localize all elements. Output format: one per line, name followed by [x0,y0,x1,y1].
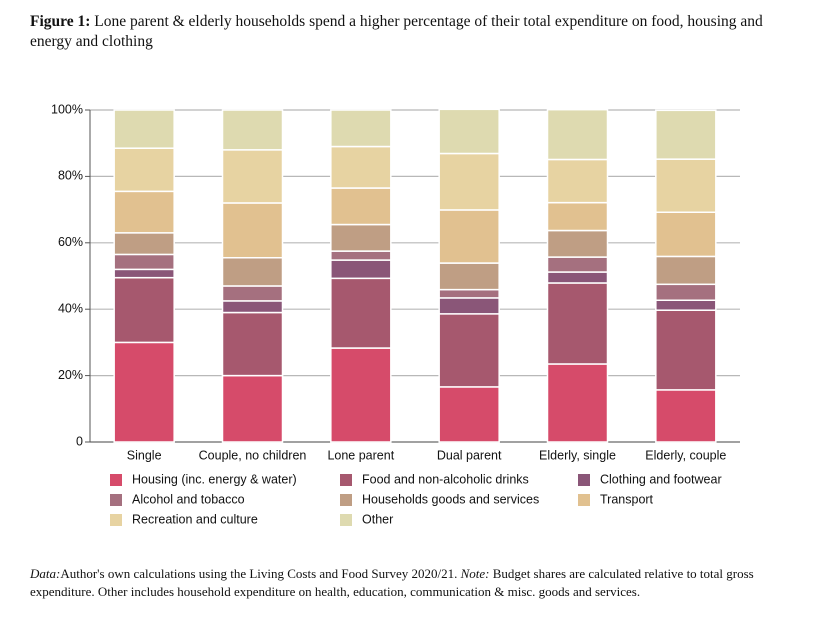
y-tick-label: 20% [58,368,83,382]
bar-segment [113,268,175,279]
bar-segment [330,187,392,226]
bar-segment [113,109,175,149]
note-label: Note: [460,566,490,581]
legend-swatch [110,514,122,526]
legend-swatch [340,494,352,506]
bar-segment [546,363,609,443]
data-text: Author's own calculations using the Livi… [60,566,458,581]
bar-segment [655,283,717,301]
x-tick-label: Elderly, couple [645,448,726,462]
bar-segment [221,109,284,151]
bar-segment [330,277,392,349]
legend-label: Transport [600,492,654,506]
bar-segment [438,108,500,155]
bar-segment [546,201,609,232]
bar-segment [221,300,284,314]
legend-label: Other [362,512,393,526]
bar-segment [546,229,609,258]
x-tick-label: Single [127,448,162,462]
bar-segment [655,299,717,311]
bar-segment [221,374,284,443]
bar-segment [655,389,717,443]
bar-segment [330,250,392,261]
x-tick-label: Dual parent [437,448,502,462]
bar-segment [221,202,284,259]
bar-segment [438,152,500,211]
bar-segment [438,209,500,264]
legend-swatch [110,494,122,506]
bar-segment [655,109,717,160]
bar-segment [438,297,500,315]
bar-segment [330,145,392,189]
legend-label: Households goods and services [362,492,539,506]
title: Figure 1: Lone parent & elderly househol… [30,12,800,52]
bar-segment [655,309,717,391]
bar-segment [330,223,392,252]
data-label: Data: [30,566,61,581]
legend-label: Clothing and footwear [600,472,722,486]
note-text: Budget shares are calculated relative to… [30,566,754,599]
bar-segment [655,255,717,286]
bar-segment [438,262,500,291]
bar-segment [221,285,284,302]
y-tick-label: 60% [58,235,83,249]
bar-segment [113,341,175,443]
legend-swatch [578,494,590,506]
x-tick-label: Couple, no children [199,448,307,462]
bar-segment [546,271,609,284]
legend-label: Food and non-alcoholic drinks [362,472,529,486]
bar-segment [546,108,609,161]
bar-segment [546,158,609,204]
bar-segment [113,147,175,193]
footnote: Data:Author's own calculations using the… [30,565,805,601]
y-tick-label: 100% [51,102,83,116]
bar-segment [330,259,392,280]
x-tick-label: Lone parent [327,448,394,462]
x-tick-label: Elderly, single [539,448,616,462]
bar-segment [330,109,392,148]
bar-segment [546,256,609,273]
legend-label: Alcohol and tobacco [132,492,245,506]
bar-segment [221,311,284,377]
bar-segment [330,347,392,443]
legend-swatch [340,474,352,486]
title-text: Lone parent & elderly households spend a… [30,13,763,50]
legend-swatch [340,514,352,526]
legend-swatch [578,474,590,486]
bar-segment [546,282,609,365]
legend-label: Recreation and culture [132,512,258,526]
bar-segment [113,253,175,271]
y-tick-label: 80% [58,169,83,183]
y-tick-label: 40% [58,301,83,315]
legend-swatch [110,474,122,486]
figure-label: Figure 1: [30,13,91,30]
bar-segment [655,158,717,214]
bar-segment [655,211,717,258]
bar-segment [221,256,284,287]
bar-segment [113,276,175,344]
bar-segment [438,313,500,388]
legend-label: Housing (inc. energy & water) [132,472,297,486]
bar-segment [113,232,175,256]
bar-segment [221,149,284,204]
y-tick-label: 0 [76,434,83,448]
bar-segment [438,386,500,443]
bar-segment [113,190,175,234]
bar-segment [438,288,500,299]
